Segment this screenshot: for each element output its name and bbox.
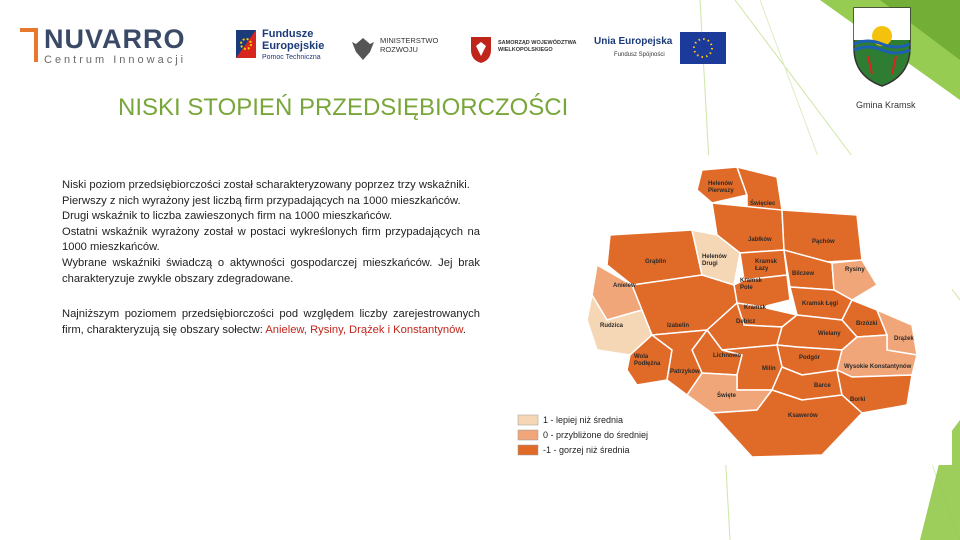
unia-line1: Unia Europejska [594,36,673,47]
map-label: Rysiny [845,267,865,273]
map-label: Wola [634,354,649,360]
highlighted-villages: Anielew, Rysiny, Drążek i Konstantynów [265,323,463,336]
region-ksawerow [710,389,864,458]
map-label: Pole [740,285,753,291]
nuvarro-mark-icon [20,28,38,62]
fundusze-line1: Fundusze [262,28,314,40]
map-label: Pąchów [812,239,835,245]
region-helenow-pierwszy [696,166,748,204]
body-line: Pierwszy z nich wyrażony jest liczbą fir… [62,194,461,207]
eu-flag-icon [680,32,726,64]
legend-label-average: 0 - przybliżone do średniej [543,430,648,440]
body-line: Wybrane wskaźniki świadczą o aktywności … [62,256,480,285]
map-label: Rudzica [600,323,624,329]
map-label: Wielany [818,331,841,337]
samorzad-logo: SAMORZĄD WOJEWÓDZTWA WIELKOPOLSKIEGO [468,34,578,66]
map-label: Kramsk [744,305,767,311]
legend-label-better: 1 - lepiej niż średnia [543,415,623,425]
map-label: Milin [762,366,776,372]
body-paragraph-2: Najniższym poziomem przedsiębiorczości p… [62,307,480,338]
map-label: Borki [850,397,866,403]
nuvarro-subtitle: Centrum Innowacji [44,54,187,66]
map-label: Dębicz [736,319,755,325]
unia-europejska-logo: Unia Europejska Fundusz Spójności [594,30,726,66]
eu-funds-star-icon [236,30,256,58]
nuvarro-name: NUVARRO [44,24,186,54]
paragraph2-end: . [462,323,466,336]
map-svg: Helenów Pierwszy Święciec Jabłków Pąchów… [517,165,918,458]
slide-title: NISKI STOPIEŃ PRZEDSIĘBIORCZOŚCI [118,94,569,121]
map-label: Grąblin [645,259,666,265]
map-label: Drążek [894,336,914,342]
map-label: Brzózki [856,321,878,327]
logo-bar: NUVARRO Centrum Innowacji Fundusze Europ… [0,0,760,80]
map-label: Kramsk [740,278,763,284]
paragraph2-text: Najniższym poziomem przedsiębiorczości p… [62,308,480,336]
region-helenow-drugi [691,229,741,286]
map-label: Anielew [613,283,636,289]
unia-line2: Fundusz Spójności [614,52,665,58]
wielkopolska-shield-icon [471,37,491,63]
ministerstwo-line1: MINISTERSTWO [380,36,439,45]
crest-caption: Gmina Kramsk [856,100,916,110]
samorzad-text: SAMORZĄD WOJEWÓDZTWA WIELKOPOLSKIEGO [498,40,577,53]
region-pachow [781,209,863,264]
fundusze-europejskie-logo: Fundusze Europejskie Pomoc Techniczna [232,26,332,66]
kramsk-coat-of-arms-icon [853,7,911,87]
map-label: Kramsk [755,259,778,265]
map-label: Łazy [755,266,769,272]
ministerstwo-rozwoju-logo: MINISTERSTWO ROZWOJU [350,34,450,66]
map-label: Drugi [702,261,718,267]
fundusze-line2: Europejskie [262,40,325,52]
map-legend: 1 - lepiej niż średnia 0 - przybliżone d… [517,414,648,456]
map-label: Święte [717,392,737,399]
legend-label-worse: -1 - gorzej niż średnia [543,445,630,455]
fundusze-line3: Pomoc Techniczna [262,54,321,61]
body-line: Niski poziom przedsiębiorczości został s… [62,179,470,191]
map-label: Helenów [708,181,733,187]
entrepreneurship-map: Helenów Pierwszy Święciec Jabłków Pąchów… [512,155,952,465]
map-label: Podłężna [634,361,661,367]
map-label: Kramsk Łęgi [802,301,838,307]
ministerstwo-line2: ROZWOJU [380,45,418,54]
map-label: Lichnowo [713,353,741,359]
map-label: Barce [814,383,831,389]
map-label: Patrzyków [670,369,700,375]
nuvarro-logo: NUVARRO Centrum Innowacji [18,24,218,68]
map-label: Święciec [750,200,776,207]
map-label: Wysokie Konstantynów [844,364,912,370]
region-rysiny [831,259,879,301]
map-label: Izabelin [667,323,689,329]
map-label: Pierwszy [708,188,734,194]
map-label: Helenów [702,254,727,260]
body-line: Drugi wskaźnik to liczba zawieszonych fi… [62,210,393,223]
slide-body: Niski poziom przedsiębiorczości został s… [62,178,480,338]
eagle-emblem-icon [352,38,374,60]
map-label: Ksawerów [788,413,818,419]
map-label: Bilczew [792,271,814,277]
map-label: Podgór [799,355,821,361]
body-line: Ostatni wskaźnik wyrażony został w posta… [62,225,480,254]
map-label: Jabłków [748,237,772,243]
